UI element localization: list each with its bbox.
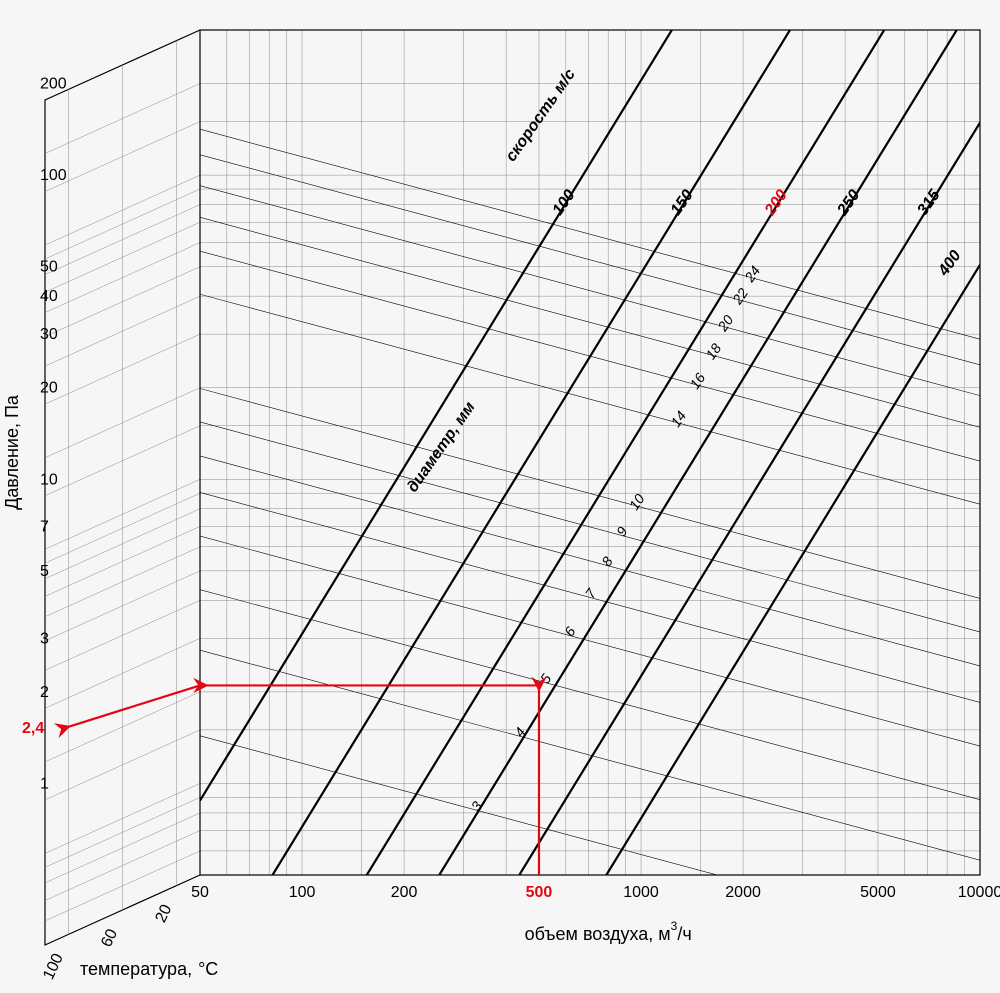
velocity-label: 16: [686, 370, 708, 392]
diameter-label: 150: [668, 187, 697, 219]
temp-tick-label: 20: [152, 902, 175, 925]
velocity-line: [200, 129, 980, 339]
velocity-line: [200, 456, 980, 666]
diameter-line: [200, 123, 980, 993]
velocity-label: 8: [598, 553, 616, 569]
diameter-label: 100: [549, 187, 578, 219]
x-tick-label: 500: [526, 884, 553, 901]
y-tick-label: 200: [40, 76, 67, 93]
velocity-label: 22: [729, 285, 752, 308]
x-tick-label: 100: [289, 884, 316, 901]
diameter-label: 250: [834, 187, 864, 220]
velocity-label: 10: [626, 491, 648, 513]
x-tick-label: 50: [191, 884, 209, 901]
velocity-label: 4: [511, 724, 529, 740]
velocity-label: 7: [582, 585, 600, 602]
x-tick-label: 200: [391, 884, 418, 901]
diameter-line: [200, 0, 980, 993]
velocity-label: 20: [714, 312, 737, 335]
x-tick-label: 5000: [860, 884, 896, 901]
velocity-label: 5: [537, 671, 555, 687]
y-axis-label: Давление, Па: [2, 394, 22, 510]
diameter-line: [200, 0, 980, 801]
diameter-label: 400: [935, 247, 965, 280]
velocity-label: 3: [468, 798, 486, 814]
y-tick-label: 30: [40, 326, 58, 343]
velocity-line: [200, 294, 980, 504]
diameter-line: [200, 0, 980, 993]
velocity-line: [200, 186, 980, 396]
x-tick-label: 10000: [958, 884, 1000, 901]
velocity-line: [200, 590, 980, 800]
velocity-line: [200, 736, 980, 946]
indicator-temp-projection: [69, 685, 201, 726]
velocity-label: 9: [613, 523, 631, 539]
y-tick-label: 40: [40, 288, 58, 305]
y-tick-label: 1: [40, 775, 49, 792]
velocity-label: 6: [561, 624, 579, 640]
x-tick-label: 2000: [725, 884, 761, 901]
velocity-line: [200, 388, 980, 598]
y-tick-label: 3: [40, 630, 49, 647]
y-tick-label: 7: [40, 518, 49, 535]
diameter-line: [200, 0, 980, 993]
velocity-label: 24: [741, 263, 764, 286]
velocity-line: [200, 650, 980, 860]
velocity-label: 14: [667, 408, 689, 430]
velocity-line: [200, 155, 980, 365]
velocity-label: 18: [702, 340, 724, 362]
y-tick-label: 50: [40, 259, 58, 276]
temp-tick-label: 100: [40, 951, 67, 982]
velocity-line: [200, 536, 980, 746]
main-plot-border: [200, 30, 980, 875]
velocity-line: [200, 217, 980, 427]
nomogram-chart: 20 60 100 температура,°C 50 100 200 500 1000 2000…: [0, 0, 1000, 993]
x-tick-label: 1000: [623, 884, 659, 901]
y-tick-label: 10: [40, 471, 58, 488]
y-tick-label: 2: [40, 684, 49, 701]
y-tick-label: 5: [40, 563, 49, 580]
x-axis-label: объем воздуха, м3/ч: [525, 919, 692, 944]
diameter-label: 315: [914, 186, 944, 219]
y-tick-label: 20: [40, 380, 58, 397]
temp-axis-label: температура,°C: [80, 959, 218, 979]
diameter-label: 200: [761, 187, 791, 220]
velocity-axis-title: скорость м/с: [503, 66, 579, 165]
temp-tick-label: 60: [98, 926, 121, 949]
y-tick-label: 100: [40, 167, 67, 184]
indicator-result-label: 2,4: [22, 720, 44, 737]
